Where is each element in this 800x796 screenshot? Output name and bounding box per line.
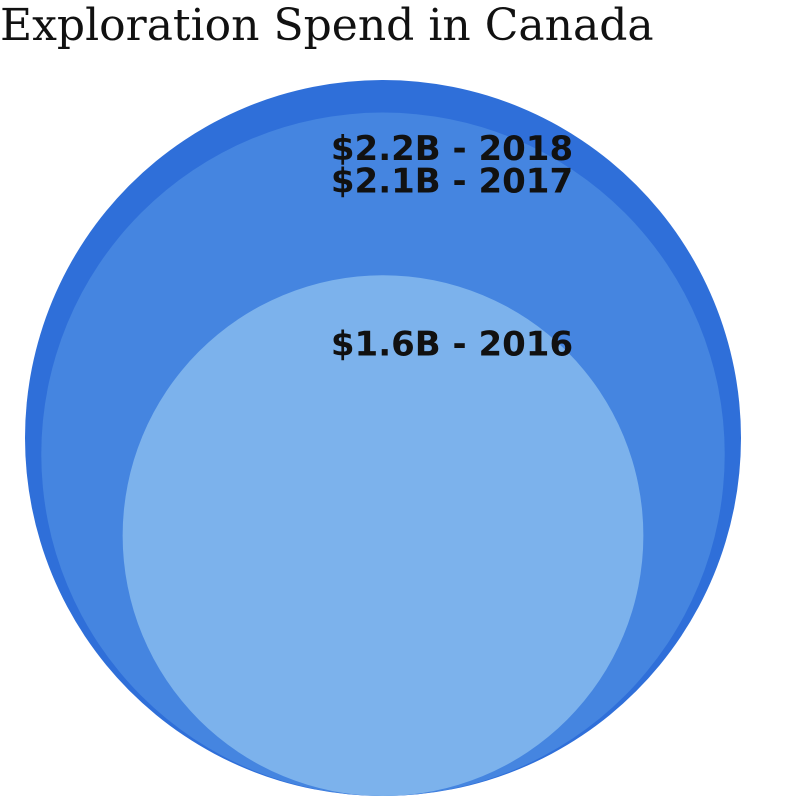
chart-title: Exploration Spend in Canada bbox=[0, 0, 654, 51]
data-label: $2.1B - 2017 bbox=[331, 162, 573, 202]
data-label: $2.2B - 2018 bbox=[331, 129, 573, 169]
data-label: $1.6B - 2016 bbox=[331, 324, 573, 364]
circle bbox=[122, 275, 644, 796]
